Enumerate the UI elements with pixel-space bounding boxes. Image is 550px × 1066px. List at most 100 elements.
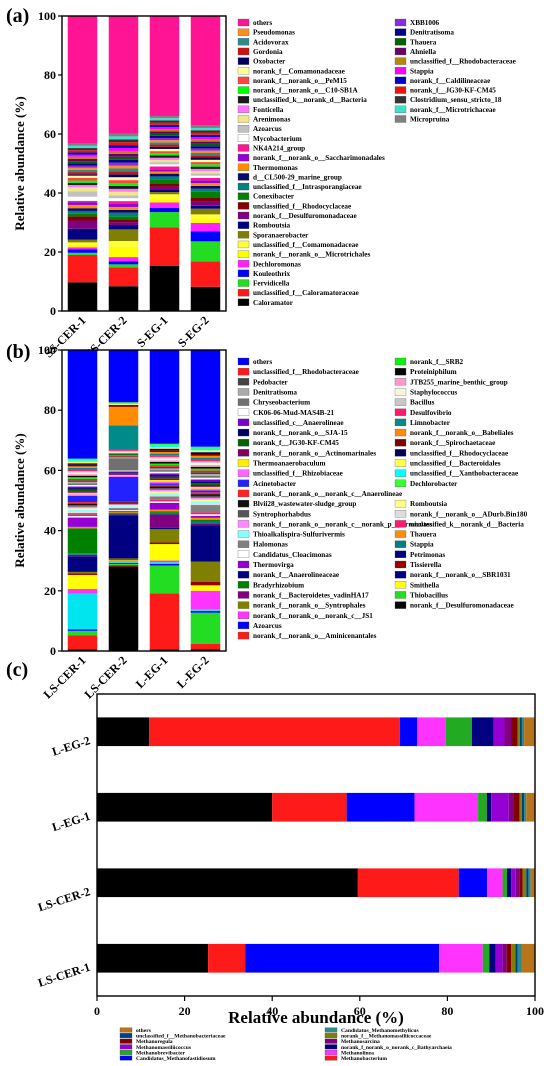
bar-segment [149, 129, 180, 132]
bar-segment [357, 868, 459, 898]
bar-segment [67, 148, 98, 151]
bar-segment [108, 405, 139, 406]
legend-entry: others [253, 358, 272, 366]
bar-segment [149, 527, 180, 530]
bar-segment [190, 450, 221, 453]
bar-segment [190, 130, 221, 133]
legend-swatch [394, 540, 407, 548]
legend-entry: unclassified_k__norank_d__Bacteria [410, 520, 524, 528]
bar-segment [517, 717, 520, 747]
y-tick-label: 0 [50, 304, 56, 318]
bar-segment [149, 124, 180, 127]
legend-swatch [394, 601, 407, 609]
legend-swatch [394, 105, 407, 113]
bar-segment [108, 502, 139, 504]
bar-segment [67, 635, 98, 650]
bar-segment [108, 229, 139, 242]
legend-entry: Pseudomonas [253, 29, 295, 37]
bar-segment [108, 133, 139, 137]
bar-segment [190, 183, 221, 186]
bar-segment [67, 477, 98, 479]
legend-swatch [394, 459, 407, 467]
legend-swatch [394, 398, 407, 406]
y-tick-label: 80 [44, 68, 56, 82]
legend-swatch [237, 211, 250, 220]
legend-swatch [237, 530, 250, 538]
bar-segment [67, 573, 98, 575]
bar-segment [67, 228, 98, 240]
bar-segment [67, 483, 98, 485]
legend-swatch [394, 388, 407, 396]
bar-segment [108, 453, 139, 455]
legend-entry: Gordonia [253, 48, 283, 56]
bar-segment [108, 171, 139, 175]
legend-entry: Blvii28_wastewater-sludge_group [253, 500, 356, 508]
legend-entry: unclassified_f__Rhizobiaceae [253, 470, 343, 478]
legend-entry: Romboutsia [410, 500, 448, 508]
panel-c: (c) LS-CER-1 LS-CER-2 L-EG-1 L-EG-2 0 20 40 60 80… [6, 659, 544, 1062]
bar-segment [149, 148, 180, 152]
bar-segment [149, 509, 180, 512]
legend-swatch [119, 1033, 133, 1039]
bar-segment [108, 566, 139, 651]
bar-segment [108, 559, 139, 561]
legend-entry: Methanoregula [136, 1039, 173, 1045]
legend-entry: Caloramator [253, 299, 294, 307]
legend-entry: unclassified_f__Rhodobacteraceae [253, 368, 359, 376]
legend-swatch [324, 1038, 338, 1044]
bar-segment [399, 717, 418, 747]
legend-swatch [237, 202, 250, 210]
panel-a: (a)SS-CER-1SS-CER-2 S-EG-1 S-EG-2020406080… [6, 5, 516, 360]
bar-segment [67, 554, 98, 557]
bar-segment [190, 261, 221, 287]
bar-segment [67, 165, 98, 168]
bar-segment [108, 470, 139, 472]
bar-segment [97, 717, 150, 747]
category-label: LS-CER-1 [36, 960, 92, 990]
bar-segment [149, 189, 180, 193]
bar-segment [108, 198, 139, 202]
bar-segment [190, 472, 221, 475]
bar-segment [502, 868, 507, 898]
bar-segment [108, 206, 139, 210]
legend-entry: NK4A214_group [253, 144, 305, 152]
bar-segment [108, 165, 139, 169]
bar-segment [108, 195, 139, 199]
legend-entry: unclassified_f__Xanthobacteraceae [410, 470, 518, 478]
bar-segment [149, 502, 180, 510]
legend-swatch [394, 357, 407, 366]
bar-segment [108, 225, 139, 230]
legend-entry: unclassified_f__Caloramatoraceae [253, 289, 359, 297]
bar-segment [190, 585, 221, 591]
legend-swatch [394, 28, 407, 36]
bar-segment [67, 502, 98, 504]
legend-entry: Thermomonas [253, 164, 298, 172]
bar-segment [67, 492, 98, 495]
legend-entry: Conexibacter [253, 193, 295, 201]
legend-entry: Micropruina [410, 116, 450, 124]
bar-segment [190, 590, 221, 610]
legend-entry: Kouleothrix [253, 270, 291, 278]
bar-segment [149, 159, 180, 163]
bar-segment [108, 476, 139, 502]
legend-entry: Azoarcus [253, 622, 282, 630]
bar-segment [190, 141, 221, 144]
bar-segment [190, 241, 221, 262]
bar-segment [414, 792, 479, 822]
legend-entry: norank_f__norank_o__Babeliales [410, 429, 514, 437]
bar-segment [67, 461, 98, 464]
legend-entry: norank_f__JG30-KF-CM45 [253, 439, 339, 447]
legend-entry: Bradyrhizobium [253, 581, 304, 589]
bar-segment [67, 249, 98, 253]
category-label: LS-CER-1 [41, 653, 89, 701]
bar-segment [521, 943, 535, 973]
legend-swatch [237, 591, 250, 599]
legend-entry: norank_f__Desulfuromonadaceae [253, 212, 357, 220]
bar-segment [67, 474, 98, 476]
bar-segment [190, 581, 221, 586]
bar-segment [190, 501, 221, 504]
bar-segment [149, 512, 180, 515]
bar-segment [515, 943, 518, 973]
legend-swatch [237, 57, 250, 65]
bar-segment [108, 267, 139, 287]
